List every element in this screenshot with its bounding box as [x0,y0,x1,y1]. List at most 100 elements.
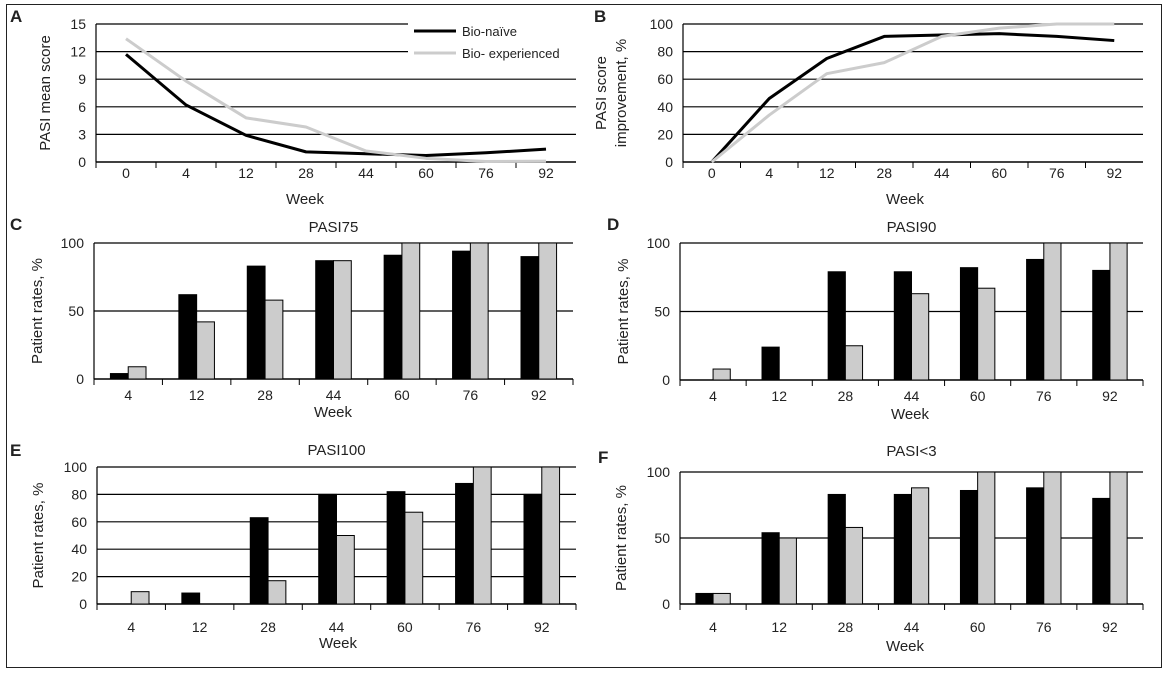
x-tick-label: 44 [934,165,950,181]
x-tick-label: 44 [904,619,920,635]
y-tick-label: 100 [61,235,85,251]
x-tick-label: 76 [1036,388,1052,404]
x-tick-label: 44 [904,388,920,404]
bar-bio-experienced [127,366,147,380]
bar-bio-experienced [404,511,424,605]
x-tick-label: 28 [298,165,314,181]
x-tick-label: 4 [182,165,190,181]
bar-bio-naive [761,346,780,381]
bar-bio-naive [181,592,201,605]
panel-e: 0 20 40 60 80 100 E PASI100 Patient rates, % Week… [10,441,577,652]
bar-bio-experienced [538,242,558,380]
y-axis-label: Patient rates, % [30,483,47,589]
bar-bio-experienced [130,591,150,605]
bar-bio-experienced [336,535,355,605]
panel-label: A [10,7,22,26]
y-tick-label: 0 [79,596,87,612]
y-tick-label: 60 [657,71,673,87]
bar-bio-naive [523,493,543,605]
x-tick-label: 60 [418,165,434,181]
x-tick-label: 76 [478,165,494,181]
panel-a: 0 3 6 9 12 15 A PASI mean score Week 0 4 12 28 44 60 76… [10,7,578,208]
x-axis-label: Week [891,406,930,423]
y-axis-label-line: improvement, % [613,39,630,147]
bar-bio-experienced [844,526,864,605]
series-line-bio-experienced [125,37,547,164]
bar-bio-naive [318,493,337,605]
panel-d: 0 50 100 D PASI90 Patient rates, % Week 4 12 28 44… [607,215,1144,423]
x-tick-label: 76 [466,619,482,635]
x-tick-label: 76 [1036,619,1052,635]
x-tick-label: 76 [463,387,479,403]
bar-bio-experienced [1109,242,1128,381]
bar-bio-naive [315,260,334,380]
y-axis-label: PASI mean score [37,35,54,151]
x-axis-label: Week [286,191,325,208]
y-axis-label: PASI score improvement, % [593,39,630,147]
x-tick-label: 60 [991,165,1007,181]
x-tick-label: 28 [838,619,854,635]
x-tick-label: 92 [531,387,547,403]
x-tick-label: 12 [189,387,205,403]
x-tick-label: 0 [122,165,130,181]
y-tick-label: 3 [78,126,86,142]
x-tick-label: 4 [765,165,773,181]
x-tick-label: 92 [538,165,554,181]
x-tick-label: 0 [708,165,716,181]
bar-bio-naive [520,256,540,380]
x-tick-label: 60 [970,619,986,635]
y-tick-label: 40 [71,541,87,557]
chart-title: PASI90 [887,219,937,236]
x-tick-label: 28 [257,387,273,403]
y-axis-label-line: PASI score [593,56,610,130]
bar-bio-naive [695,592,714,605]
y-tick-label: 6 [78,99,86,115]
x-tick-label: 4 [127,619,135,635]
panel-label: C [10,215,22,234]
bar-bio-naive [455,482,474,605]
bar-bio-naive [761,532,780,605]
x-axis-label: Week [319,635,358,652]
x-tick-label: 12 [771,619,787,635]
x-tick-label: 92 [1102,619,1118,635]
y-tick-label: 12 [70,44,86,60]
bar-bio-experienced [469,242,489,380]
y-axis-label: Patient rates, % [613,485,630,591]
bar-bio-experienced [1043,242,1062,381]
series-line-bio-naive [710,32,1115,164]
legend-label: Bio- experienced [462,46,560,61]
series-line-bio-experienced [710,22,1115,164]
bar-bio-experienced [712,592,731,605]
y-tick-label: 40 [657,99,673,115]
x-tick-label: 44 [326,387,342,403]
legend-label: Bio-naïve [462,24,517,39]
y-tick-label: 50 [68,303,84,319]
bar-bio-experienced [778,537,797,605]
panel-label: F [598,448,608,467]
x-axis-label: Week [886,191,925,208]
bar-bio-naive [383,254,403,380]
y-tick-label: 100 [64,459,88,475]
y-tick-label: 20 [71,569,87,585]
bar-bio-experienced [1109,471,1128,605]
y-tick-label: 15 [70,16,86,32]
panel-label: E [10,441,21,460]
x-tick-label: 12 [819,165,835,181]
y-tick-label: 20 [657,126,673,142]
bar-bio-naive [246,265,266,380]
bar-bio-experienced [844,345,864,381]
bar-bio-naive [893,493,912,605]
bar-bio-naive [1092,497,1111,605]
x-tick-label: 44 [329,619,345,635]
y-tick-label: 80 [71,486,87,502]
bar-bio-naive [1092,269,1111,381]
bar-bio-experienced [712,368,731,381]
x-tick-label: 28 [838,388,854,404]
bar-bio-experienced [333,260,352,380]
y-axis-label: Patient rates, % [615,259,632,365]
x-tick-label: 92 [1106,165,1122,181]
x-tick-label: 44 [358,165,374,181]
legend: Bio-naïve Bio- experienced [408,21,578,67]
